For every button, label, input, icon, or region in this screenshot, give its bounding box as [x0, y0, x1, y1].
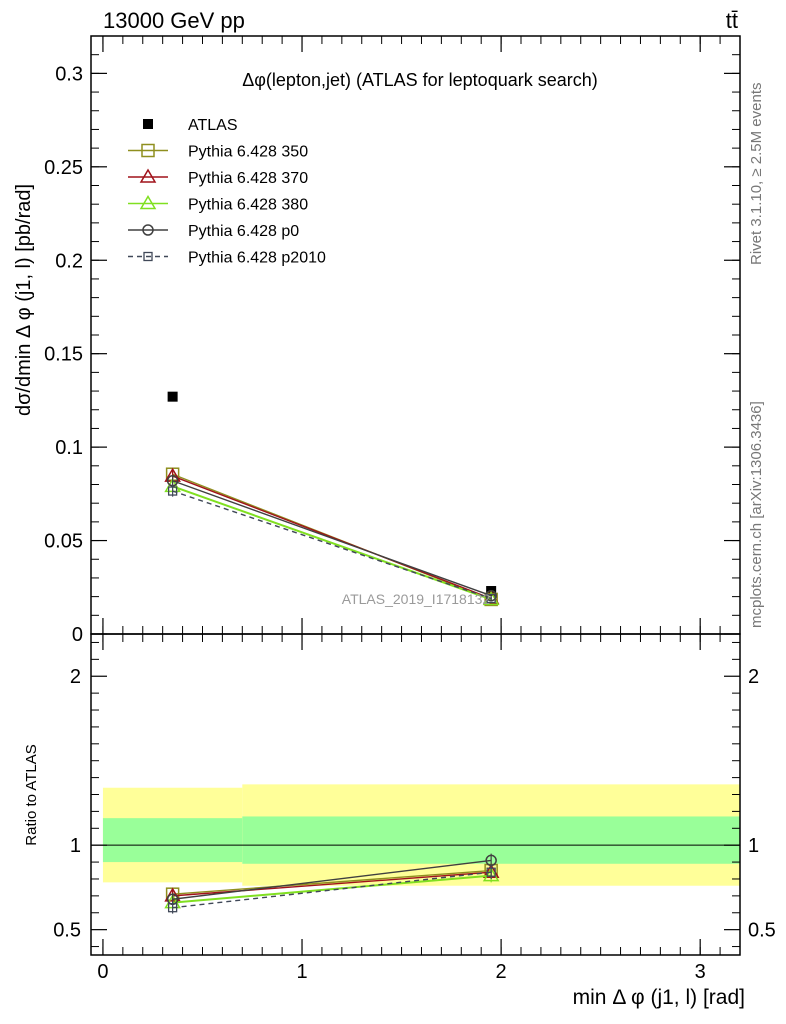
- legend-label: Pythia 6.428 p0: [188, 223, 299, 240]
- main-ytick-label: 0.1: [55, 437, 83, 459]
- series-point-5: [486, 593, 496, 604]
- rivet-version-label: Rivet 3.1.10, ≥ 2.5M events: [748, 83, 765, 266]
- xtick-label: 2: [496, 961, 507, 983]
- xtick-label: 3: [695, 961, 706, 983]
- series-line-4: [172, 480, 492, 597]
- ratio-point-4: [486, 867, 496, 877]
- ratio-ytick-label: 1: [70, 835, 81, 857]
- ratio-line-1: [172, 871, 492, 897]
- main-ytick-label: 0.2: [55, 250, 83, 272]
- atlas-data-point: [167, 391, 178, 402]
- main-ytick-label: 0.15: [44, 344, 83, 366]
- main-y-axis-label: dσ/dmin Δ φ (j1, l) [pb/rad]: [13, 184, 35, 416]
- legend-marker-atlas: [143, 119, 153, 129]
- ratio-ytick-label: 0.5: [53, 920, 81, 942]
- ratio-point-3: [485, 854, 497, 867]
- main-ytick-label: 0: [72, 624, 83, 646]
- ratio-point-4: [167, 903, 178, 913]
- ratio-ytick-label: 2: [70, 666, 81, 688]
- series-line-5: [172, 490, 492, 600]
- ratio-line-2: [172, 874, 492, 904]
- legend-label: Pythia 6.428 350: [188, 144, 308, 161]
- ratio-ytick-label-right: 0.5: [748, 920, 776, 942]
- green-band-0: [102, 818, 243, 863]
- ratio-y-axis-label: Ratio to ATLAS: [23, 744, 40, 845]
- ratio-ytick-label-right: 2: [748, 666, 759, 688]
- series-line-2: [172, 475, 492, 600]
- legend-marker: [139, 168, 157, 183]
- legend-marker: [139, 195, 157, 210]
- main-ytick-label: 0.05: [44, 531, 83, 553]
- process-label: tt̄: [726, 8, 738, 33]
- mcplots-site-label: mcplots.cern.ch [arXiv:1306.3436]: [748, 401, 765, 628]
- energy-label: 13000 GeV pp: [103, 8, 245, 33]
- ratio-line-0: [172, 869, 492, 895]
- ratio-ytick-label-right: 1: [748, 835, 759, 857]
- legend-label: Pythia 6.428 370: [188, 170, 308, 187]
- plot-title: Δφ(lepton,jet) (ATLAS for leptoquark sea…: [242, 70, 598, 90]
- ratio-line-3: [172, 859, 492, 900]
- main-ytick-label: 0.3: [55, 63, 83, 85]
- ratio-plot: 0.5 0.5 1 1 2 2 0 1 2 3: [53, 36, 776, 983]
- series-point-5: [167, 486, 178, 496]
- legend-marker: [143, 251, 153, 262]
- legend-label: Pythia 6.428 p2010: [188, 250, 326, 267]
- series-line-3: [172, 485, 492, 601]
- xtick-label: 0: [97, 961, 108, 983]
- x-axis-label: min Δ φ (j1, l) [rad]: [573, 986, 745, 1009]
- main-ytick-label: 0.25: [44, 157, 83, 179]
- legend-label: Pythia 6.428 380: [188, 197, 308, 214]
- xtick-label: 1: [296, 961, 307, 983]
- legend-label: ATLAS: [188, 117, 238, 134]
- series-point-4: [485, 589, 497, 602]
- legend-marker: [142, 224, 154, 236]
- legend: ATLAS Pythia 6.428 350 Pythia 6.428 370 Pyt…: [128, 117, 326, 267]
- legend-marker: [141, 143, 155, 158]
- analysis-watermark: ATLAS_2019_I1718132: [342, 591, 491, 607]
- ratio-uncertainty-bands: [102, 784, 741, 886]
